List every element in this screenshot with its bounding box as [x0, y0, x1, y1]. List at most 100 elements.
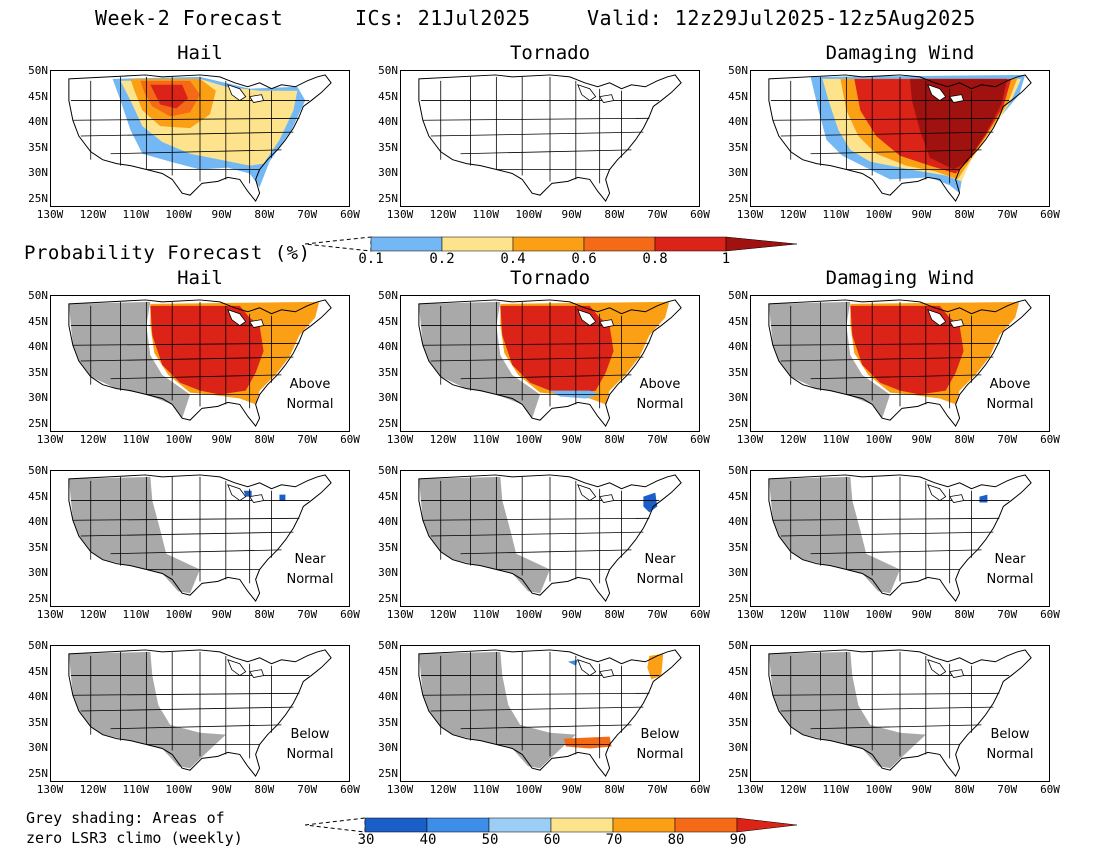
shaded-region — [850, 305, 964, 395]
lon-label: 100W — [165, 433, 192, 446]
lon-label: 120W — [79, 608, 107, 621]
lon-label: 110W — [122, 433, 149, 446]
map-panel-hail-prob — [50, 70, 350, 207]
country-outline — [418, 474, 682, 602]
lon-label: 110W — [472, 433, 499, 446]
state-boundary — [80, 531, 294, 537]
state-boundary — [110, 724, 282, 730]
lon-label: 70W — [297, 783, 318, 796]
lat-label: 25N — [728, 591, 748, 605]
state-boundary — [80, 131, 294, 137]
lat-label: 50N — [378, 464, 398, 477]
map-panel-wind-above — [750, 295, 1050, 432]
lon-label: 60W — [690, 433, 710, 446]
title-hail-cat: Hail — [177, 267, 223, 289]
shaded-region — [979, 494, 988, 503]
category-word-2: Normal — [286, 747, 334, 762]
lat-label: 50N — [28, 64, 48, 77]
country-outline — [418, 649, 682, 777]
lon-label: 120W — [779, 783, 807, 796]
lat-label: 35N — [378, 365, 398, 379]
lat-label: 25N — [378, 591, 398, 605]
shaded-region — [909, 78, 1008, 170]
shaded-region — [150, 84, 189, 109]
valid-label: Valid: 12z29Jul2025-12z5Aug2025 — [587, 6, 976, 30]
shaded-region — [647, 653, 664, 680]
category-label-near: Near Normal — [272, 550, 348, 590]
lon-label: 130W — [386, 208, 414, 221]
lon-label: 80W — [254, 208, 275, 221]
lon-label: 90W — [911, 433, 932, 446]
lon-label: 70W — [647, 208, 668, 221]
lon-label: 100W — [865, 208, 892, 221]
lat-label: 50N — [378, 639, 398, 652]
prob-tick-3: 0.6 — [571, 251, 597, 267]
lon-label: 90W — [211, 433, 232, 446]
prob-tick-2: 0.4 — [500, 251, 526, 267]
state-boundary — [780, 531, 994, 537]
lat-label: 50N — [28, 639, 48, 652]
lon-label: 60W — [340, 608, 360, 621]
lon-label: 130W — [736, 608, 764, 621]
great-lakes — [227, 484, 265, 503]
category-word-1: Above — [989, 377, 1031, 392]
lon-label: 70W — [297, 433, 318, 446]
lat-label: 30N — [28, 741, 48, 754]
shaded-region — [500, 305, 614, 395]
lon-label: 60W — [690, 608, 710, 621]
lat-label: 45N — [728, 489, 748, 503]
title-wind-prob: Damaging Wind — [825, 42, 975, 64]
lat-label: 30N — [728, 566, 748, 579]
category-word-1: Above — [639, 377, 681, 392]
lat-label: 35N — [378, 715, 398, 729]
map-panel-hail-near — [50, 470, 350, 607]
lat-label: 45N — [28, 664, 48, 678]
lon-label: 130W — [736, 208, 764, 221]
lon-label: 110W — [822, 608, 849, 621]
pct-tick-5: 80 — [667, 832, 685, 848]
lat-label: 50N — [728, 64, 748, 77]
lon-label: 110W — [122, 208, 149, 221]
country-outline — [418, 74, 682, 202]
lat-label: 35N — [378, 540, 398, 554]
prob-tick-4: 0.8 — [642, 251, 668, 267]
lat-label: 35N — [728, 365, 748, 379]
title-hail-prob: Hail — [177, 42, 223, 64]
lat-label: 25N — [28, 766, 48, 780]
lon-label: 130W — [386, 783, 414, 796]
state-boundary — [772, 517, 1000, 521]
map-panel-wind-prob — [750, 70, 1050, 207]
state-boundary — [430, 531, 644, 537]
lat-label: 40N — [378, 690, 398, 703]
category-word-1: Below — [640, 727, 680, 742]
lat-label: 45N — [28, 89, 48, 103]
lon-label: 70W — [997, 208, 1018, 221]
lat-label: 35N — [728, 140, 748, 154]
title-tornado-cat: Tornado — [509, 267, 591, 289]
footnote-line2: zero LSR3 climo (weekly) — [26, 829, 243, 847]
shaded-region — [150, 305, 264, 395]
lon-label: 110W — [472, 608, 499, 621]
lon-label: 130W — [386, 433, 414, 446]
lon-label: 70W — [297, 608, 318, 621]
country-outline — [768, 299, 1032, 427]
prob-legend-label: Probability Forecast (%) — [24, 242, 311, 264]
lon-label: 70W — [647, 608, 668, 621]
great-lakes — [227, 309, 265, 328]
lon-label: 130W — [736, 433, 764, 446]
lon-label: 110W — [822, 783, 849, 796]
lon-label: 70W — [647, 783, 668, 796]
category-word-2: Normal — [986, 747, 1034, 762]
lat-label: 35N — [28, 715, 48, 729]
lat-label: 25N — [378, 191, 398, 205]
lon-label: 110W — [122, 608, 149, 621]
map-panel-tornado-above — [400, 295, 700, 432]
state-boundary — [80, 706, 294, 712]
title-wind-cat: Damaging Wind — [825, 267, 975, 289]
lat-label: 40N — [28, 690, 48, 703]
great-lakes — [577, 484, 615, 503]
state-boundary — [110, 149, 282, 155]
lon-label: 100W — [865, 433, 892, 446]
category-word-2: Normal — [636, 397, 684, 412]
lat-label: 25N — [28, 191, 48, 205]
